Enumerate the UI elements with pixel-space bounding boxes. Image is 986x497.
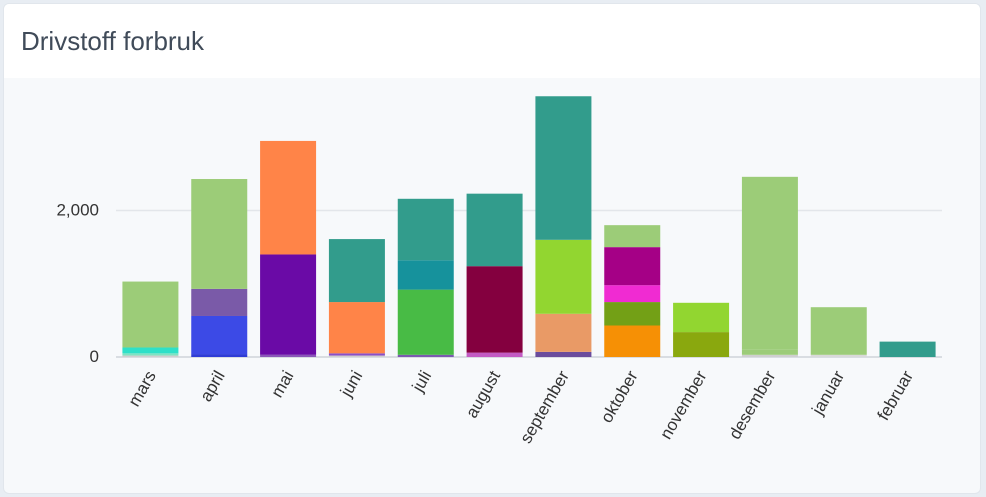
bar-segment <box>397 289 454 355</box>
bar-segment <box>535 313 592 352</box>
x-tick-label: februar <box>874 367 918 423</box>
bar-segment <box>604 225 661 248</box>
bar-stack-juli <box>397 198 454 357</box>
bar-segment <box>397 260 454 290</box>
bar-segment <box>191 315 248 355</box>
bar-segment <box>673 302 730 333</box>
bar-segment <box>879 341 936 357</box>
bar-stack-august <box>466 193 523 357</box>
card-title: Drivstoff forbruk <box>21 25 205 56</box>
gridlines <box>116 209 942 358</box>
x-tick-label: juni <box>336 368 366 401</box>
bar-segment <box>328 302 385 354</box>
bar-segment <box>260 254 317 355</box>
bar-segment <box>810 307 867 355</box>
bar-segment <box>535 96 592 240</box>
card-header: Drivstoff forbruk <box>4 4 980 78</box>
fuel-consumption-card: Drivstoff forbruk 0 2,000 mars april mai jun… <box>3 3 981 494</box>
bar-segment <box>397 198 454 261</box>
x-tick-label: september <box>516 367 573 446</box>
bar-segment <box>673 332 730 357</box>
bar-stack-april <box>191 179 248 357</box>
bar-segment <box>741 176 798 350</box>
bars <box>122 96 936 357</box>
stacked-bar-chart: 0 2,000 mars april mai juni juli august septemb… <box>56 96 942 447</box>
bar-stack-mai <box>260 140 317 357</box>
y-tick-label: 2,000 <box>56 201 99 220</box>
bar-stack-juni <box>328 239 385 357</box>
bar-segment <box>191 354 248 357</box>
bar-segment <box>260 354 317 357</box>
bar-segment <box>535 351 592 357</box>
bar-segment <box>466 193 523 267</box>
x-tick-label: mars <box>125 368 160 410</box>
bar-segment <box>604 302 661 326</box>
bar-segment <box>535 239 592 314</box>
bar-stack-februar <box>879 341 936 357</box>
y-axis-ticks: 0 2,000 <box>56 201 99 366</box>
bar-segment <box>604 285 661 303</box>
bar-segment <box>397 354 454 357</box>
x-axis-ticks: mars april mai juni juli august september oktob… <box>125 367 918 446</box>
bar-segment <box>741 354 798 357</box>
bar-segment <box>328 353 385 356</box>
bar-stack-mars <box>122 281 179 357</box>
bar-segment <box>122 353 179 356</box>
chart-area: 0 2,000 mars april mai juni juli august septemb… <box>4 78 980 493</box>
bar-segment <box>328 355 385 357</box>
bar-segment <box>191 288 248 316</box>
bar-segment <box>810 354 867 357</box>
bar-segment <box>741 349 798 355</box>
x-tick-label: april <box>196 368 229 405</box>
bar-segment <box>191 179 248 289</box>
x-tick-label: november <box>656 367 710 442</box>
bar-stack-desember <box>741 176 798 357</box>
bar-stack-september <box>535 96 592 357</box>
bar-segment <box>466 266 523 353</box>
bar-segment <box>604 325 661 357</box>
x-tick-label: juli <box>408 368 435 396</box>
x-tick-label: mai <box>267 368 297 401</box>
x-tick-label: oktober <box>597 367 642 426</box>
bar-stack-november <box>673 302 730 357</box>
bar-stack-oktober <box>604 225 661 357</box>
x-tick-label: januar <box>808 367 849 419</box>
bar-segment <box>260 140 317 255</box>
x-tick-label: august <box>462 367 504 421</box>
bar-stack-januar <box>810 307 867 357</box>
bar-segment <box>328 239 385 303</box>
bar-segment <box>122 347 179 354</box>
bar-segment <box>466 352 523 357</box>
bar-segment <box>122 355 179 357</box>
y-tick-label: 0 <box>90 347 99 366</box>
bar-segment <box>122 281 179 348</box>
bar-segment <box>604 247 661 286</box>
x-tick-label: desember <box>725 367 779 442</box>
